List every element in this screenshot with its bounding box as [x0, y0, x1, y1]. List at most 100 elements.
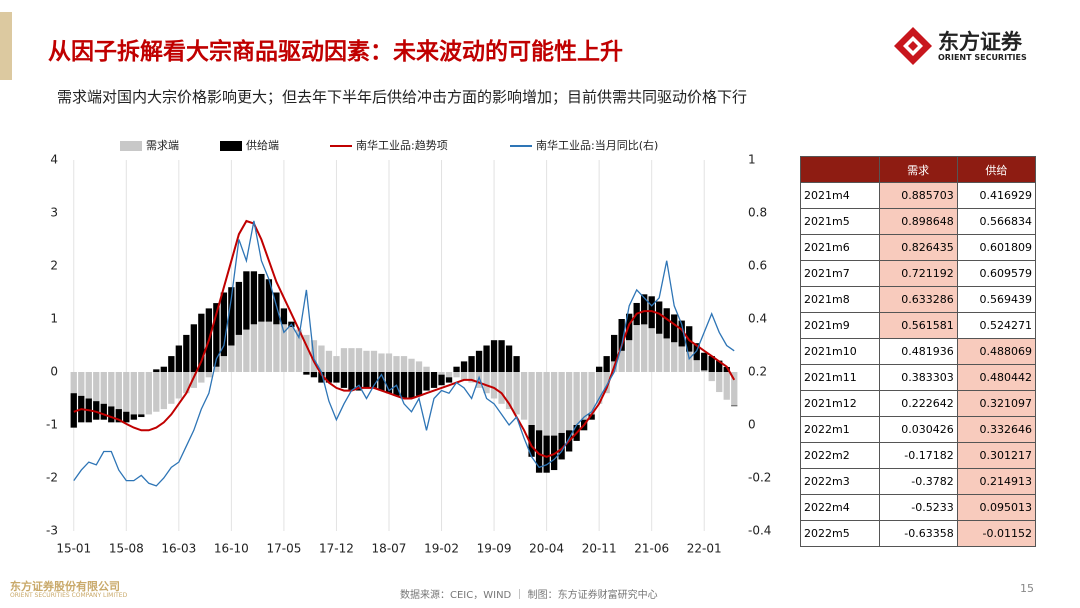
bar — [325, 372, 333, 383]
bar — [168, 356, 175, 372]
table-row: 2022m2 -0.17182 0.301217 — [800, 442, 1037, 469]
bar — [693, 360, 700, 372]
table-cell: -0.17182 — [878, 442, 958, 469]
bar — [528, 425, 535, 457]
table-cell: -0.3782 — [878, 468, 958, 495]
bar — [468, 372, 475, 383]
table-row: 2021m10 0.481936 0.488069 — [800, 338, 1037, 365]
bar — [723, 372, 730, 400]
legend-label: 供给端 — [246, 138, 279, 152]
bar — [258, 321, 265, 372]
bar — [243, 271, 250, 330]
bar — [505, 345, 513, 372]
table-cell: 0.721192 — [878, 260, 958, 287]
table-row: 2022m1 0.030426 0.332646 — [800, 416, 1037, 443]
bar — [378, 372, 385, 391]
bar — [70, 393, 77, 428]
bar — [565, 372, 573, 431]
bar — [393, 356, 400, 372]
table-cell: 0.416929 — [956, 182, 1037, 209]
bar — [400, 356, 408, 372]
bar — [280, 308, 288, 325]
bar — [220, 356, 228, 372]
bar — [400, 372, 408, 399]
table-cell: 0.481936 — [878, 338, 958, 365]
logo-text: 东方证券 — [938, 30, 1022, 54]
bar — [385, 372, 393, 394]
bar — [678, 346, 685, 372]
bar — [453, 366, 460, 372]
bar — [445, 372, 453, 378]
bar — [663, 338, 670, 372]
bar — [78, 372, 85, 396]
bar — [250, 271, 258, 325]
y2-tick-label: -0.2 — [748, 471, 771, 485]
y2-tick-label: 0.6 — [748, 259, 767, 273]
line — [73, 219, 736, 458]
table-cell: -0.5233 — [878, 494, 958, 521]
bar — [468, 356, 475, 372]
bar — [190, 372, 197, 388]
bar — [115, 372, 122, 410]
bar — [445, 377, 453, 383]
title: 从因子拆解看大宗商品驱动因素：未来波动的可能性上升 — [48, 38, 623, 65]
table-cell: 2022m2 — [800, 442, 880, 469]
bar — [460, 361, 468, 372]
bar — [430, 372, 438, 388]
bar — [453, 372, 460, 378]
table-row: 2021m4 0.885703 0.416929 — [800, 182, 1037, 209]
bar — [100, 403, 107, 420]
header-cell: 需求 — [878, 156, 958, 183]
bar — [595, 366, 603, 372]
bar — [731, 405, 738, 407]
logo-icon — [894, 27, 932, 65]
bar — [250, 324, 258, 372]
y-tick-label: 4 — [50, 153, 58, 167]
bar — [333, 356, 340, 372]
bar — [325, 350, 333, 372]
bar — [108, 372, 115, 407]
y-tick-label: 1 — [50, 312, 58, 326]
bar — [348, 348, 355, 372]
bar — [100, 372, 107, 404]
bar — [626, 340, 633, 372]
bar — [198, 313, 205, 372]
bar — [641, 324, 648, 372]
bar — [490, 372, 498, 399]
bar — [243, 329, 250, 372]
footer-company: 东方证券股份有限公司 — [10, 580, 120, 593]
bar — [438, 372, 445, 375]
x-tick-label: 18-07 — [372, 542, 407, 556]
bar — [498, 340, 505, 372]
bar — [138, 372, 145, 415]
bar — [490, 340, 498, 372]
bar — [505, 372, 513, 410]
line — [73, 220, 735, 487]
table-row: 2021m8 0.633286 0.569439 — [800, 286, 1037, 313]
bar — [618, 319, 625, 351]
table-row: 2021m7 0.721192 0.609579 — [800, 260, 1037, 287]
table-cell: 0.332646 — [956, 416, 1037, 443]
y-tick-label: -3 — [46, 524, 58, 538]
table-cell: 2021m5 — [800, 208, 880, 235]
bar — [483, 345, 490, 372]
bar — [348, 372, 355, 391]
bar — [423, 372, 430, 391]
bar — [190, 324, 197, 372]
bar — [340, 348, 348, 372]
bar — [265, 279, 273, 322]
table-row: 2021m9 0.561581 0.524271 — [800, 312, 1037, 339]
table-cell: -0.01152 — [956, 520, 1037, 547]
y2-tick-label: 0.8 — [748, 206, 767, 220]
x-tick-label: 17-05 — [266, 542, 301, 556]
table-row: 2022m3 -0.3782 0.214913 — [800, 468, 1037, 495]
table-row: 2021m5 0.898648 0.566834 — [800, 208, 1037, 235]
table-cell: 0.488069 — [956, 338, 1037, 365]
bar — [595, 372, 603, 404]
bar — [648, 328, 655, 372]
table-cell: 2021m10 — [800, 338, 880, 365]
bar — [303, 334, 310, 372]
bar — [513, 372, 520, 415]
bar — [378, 353, 385, 372]
table-cell: 0.826435 — [878, 234, 958, 261]
